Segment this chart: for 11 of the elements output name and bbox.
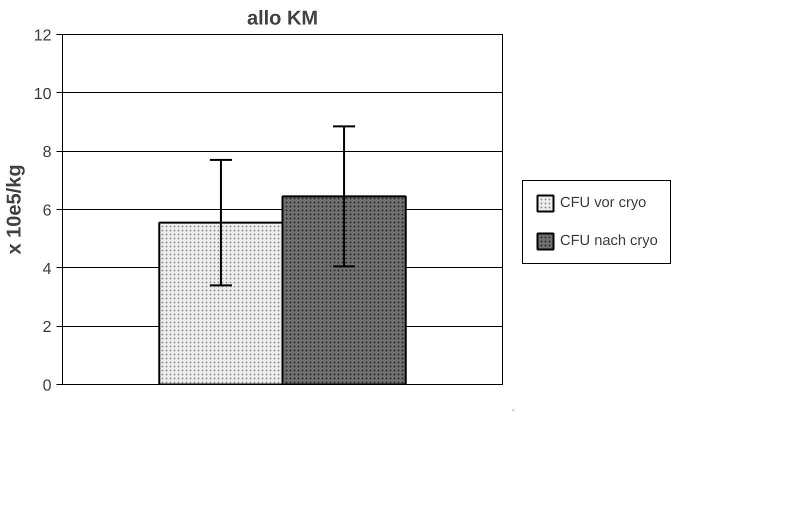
y-tick-label: 0 [42,378,52,394]
legend-label: CFU vor cryo [560,195,646,211]
y-tick-label: 8 [42,144,52,162]
y-axis-title: x 10e5/kg [4,164,26,255]
y-tick-label: 6 [42,202,52,220]
y-tick-label: 10 [34,86,52,103]
chart-title: allo KM [246,8,318,30]
legend-label: CFU nach cryo [560,233,658,249]
y-tick-label: 2 [42,319,52,336]
y-tick-label: 4 [42,260,52,278]
y-tick-label: 12 [34,28,52,44]
